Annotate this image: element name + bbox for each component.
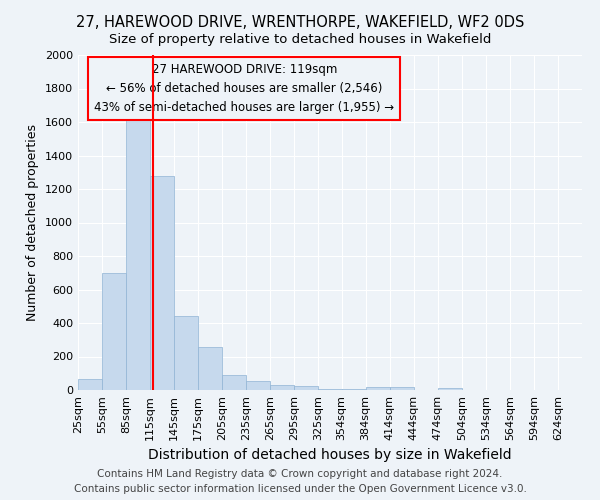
X-axis label: Distribution of detached houses by size in Wakefield: Distribution of detached houses by size … — [148, 448, 512, 462]
Text: 27 HAREWOOD DRIVE: 119sqm
← 56% of detached houses are smaller (2,546)
43% of se: 27 HAREWOOD DRIVE: 119sqm ← 56% of detac… — [94, 64, 394, 114]
Bar — [222, 375, 246, 390]
Bar — [246, 381, 271, 390]
Bar — [102, 273, 126, 390]
Y-axis label: Number of detached properties: Number of detached properties — [26, 124, 40, 321]
Bar — [150, 176, 174, 390]
Text: Size of property relative to detached houses in Wakefield: Size of property relative to detached ho… — [109, 32, 491, 46]
Bar — [319, 389, 343, 390]
Bar — [271, 385, 295, 390]
Bar — [126, 116, 150, 390]
Bar — [198, 348, 222, 390]
Text: Contains HM Land Registry data © Crown copyright and database right 2024.
Contai: Contains HM Land Registry data © Crown c… — [74, 469, 526, 494]
Bar — [438, 388, 462, 390]
Bar — [174, 316, 198, 390]
Bar — [341, 389, 365, 390]
Bar — [389, 388, 414, 390]
Bar — [78, 379, 102, 390]
Text: 27, HAREWOOD DRIVE, WRENTHORPE, WAKEFIELD, WF2 0DS: 27, HAREWOOD DRIVE, WRENTHORPE, WAKEFIEL… — [76, 15, 524, 30]
Bar — [295, 386, 319, 390]
Bar — [365, 386, 389, 390]
